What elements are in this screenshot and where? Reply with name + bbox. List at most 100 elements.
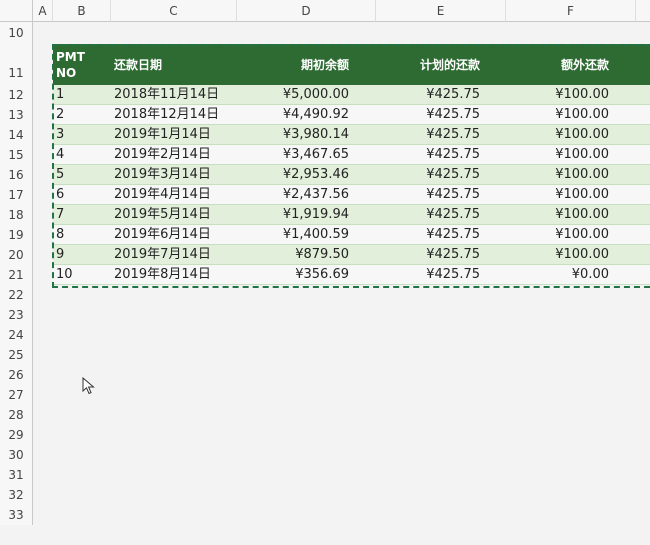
row-header-18[interactable]: 18 — [0, 205, 33, 225]
cell-pmt-no[interactable]: 7 — [56, 207, 65, 222]
cell-extra-payment[interactable]: ¥100.00 — [555, 127, 609, 142]
select-all-corner[interactable] — [0, 0, 33, 22]
row-header-29[interactable]: 29 — [0, 425, 33, 445]
cell-scheduled-payment[interactable]: ¥425.75 — [426, 147, 480, 162]
header-pmt-line2: NO — [56, 65, 77, 80]
column-header-d[interactable]: D — [237, 0, 376, 22]
cell-pmt-no[interactable]: 5 — [56, 167, 65, 182]
row-header-14[interactable]: 14 — [0, 125, 33, 145]
header-scheduled-payment[interactable]: 计划的还款 — [376, 44, 480, 85]
cell-payment-date[interactable]: 2019年7月14日 — [114, 247, 211, 262]
cell-extra-payment[interactable]: ¥100.00 — [555, 87, 609, 102]
cell-pmt-no[interactable]: 8 — [56, 227, 65, 242]
cell-scheduled-payment[interactable]: ¥425.75 — [426, 247, 480, 262]
row-header-32[interactable]: 32 — [0, 485, 33, 505]
row-header-26[interactable]: 26 — [0, 365, 33, 385]
row-header-33[interactable]: 33 — [0, 505, 33, 525]
cell-pmt-no[interactable]: 9 — [56, 247, 65, 262]
table-row — [53, 185, 650, 205]
table-row — [53, 245, 650, 265]
row-header-19[interactable]: 19 — [0, 225, 33, 245]
table-row — [53, 165, 650, 185]
cell-payment-date[interactable]: 2019年3月14日 — [114, 167, 211, 182]
table-row — [53, 85, 650, 105]
cell-payment-date[interactable]: 2019年4月14日 — [114, 187, 211, 202]
cell-begin-balance[interactable]: ¥3,980.14 — [282, 127, 349, 142]
cell-begin-balance[interactable]: ¥2,437.56 — [282, 187, 349, 202]
column-header-c[interactable]: C — [111, 0, 237, 22]
row-header-15[interactable]: 15 — [0, 145, 33, 165]
column-header-a[interactable]: A — [33, 0, 53, 22]
cell-payment-date[interactable]: 2019年8月14日 — [114, 267, 211, 282]
row-header-31[interactable]: 31 — [0, 465, 33, 485]
cell-begin-balance[interactable]: ¥356.69 — [295, 267, 349, 282]
cell-extra-payment[interactable]: ¥100.00 — [555, 187, 609, 202]
table-row — [53, 145, 650, 165]
cell-scheduled-payment[interactable]: ¥425.75 — [426, 87, 480, 102]
column-header-e[interactable]: E — [376, 0, 506, 22]
cell-begin-balance[interactable]: ¥2,953.46 — [282, 167, 349, 182]
row-header-12[interactable]: 12 — [0, 85, 33, 105]
header-begin-balance[interactable]: 期初余额 — [237, 44, 349, 85]
cell-extra-payment[interactable]: ¥0.00 — [571, 267, 609, 282]
cell-payment-date[interactable]: 2019年1月14日 — [114, 127, 211, 142]
row-header-30[interactable]: 30 — [0, 445, 33, 465]
cell-begin-balance[interactable]: ¥3,467.65 — [282, 147, 349, 162]
cell-payment-date[interactable]: 2018年12月14日 — [114, 107, 220, 122]
header-pmt-no[interactable]: PMT NO — [56, 44, 111, 85]
cell-begin-balance[interactable]: ¥1,400.59 — [282, 227, 349, 242]
cell-scheduled-payment[interactable]: ¥425.75 — [426, 187, 480, 202]
cell-begin-balance[interactable]: ¥879.50 — [295, 247, 349, 262]
cell-payment-date[interactable]: 2019年2月14日 — [114, 147, 211, 162]
cell-scheduled-payment[interactable]: ¥425.75 — [426, 107, 480, 122]
header-date[interactable]: 还款日期 — [114, 44, 234, 85]
cell-scheduled-payment[interactable]: ¥425.75 — [426, 127, 480, 142]
row-header-17[interactable]: 17 — [0, 185, 33, 205]
column-header-next[interactable] — [636, 0, 650, 22]
cell-extra-payment[interactable]: ¥100.00 — [555, 207, 609, 222]
table-row — [53, 125, 650, 145]
cell-pmt-no[interactable]: 3 — [56, 127, 65, 142]
row-header-24[interactable]: 24 — [0, 325, 33, 345]
cell-pmt-no[interactable]: 10 — [56, 267, 73, 282]
cell-payment-date[interactable]: 2018年11月14日 — [114, 87, 220, 102]
row-header-22[interactable]: 22 — [0, 285, 33, 305]
row-header-21[interactable]: 21 — [0, 265, 33, 285]
table-row — [53, 225, 650, 245]
row-header-10[interactable]: 10 — [0, 22, 33, 44]
cell-extra-payment[interactable]: ¥100.00 — [555, 107, 609, 122]
cell-payment-date[interactable]: 2019年6月14日 — [114, 227, 211, 242]
cell-extra-payment[interactable]: ¥100.00 — [555, 247, 609, 262]
table-row — [53, 265, 650, 285]
column-header-f[interactable]: F — [506, 0, 636, 22]
cell-pmt-no[interactable]: 6 — [56, 187, 65, 202]
cell-payment-date[interactable]: 2019年5月14日 — [114, 207, 211, 222]
row-header-27[interactable]: 27 — [0, 385, 33, 405]
mouse-pointer-icon — [82, 377, 95, 395]
cell-extra-payment[interactable]: ¥100.00 — [555, 227, 609, 242]
cell-begin-balance[interactable]: ¥1,919.94 — [282, 207, 349, 222]
cell-scheduled-payment[interactable]: ¥425.75 — [426, 267, 480, 282]
row-header-25[interactable]: 25 — [0, 345, 33, 365]
cell-pmt-no[interactable]: 4 — [56, 147, 65, 162]
cell-begin-balance[interactable]: ¥5,000.00 — [282, 87, 349, 102]
row-header-20[interactable]: 20 — [0, 245, 33, 265]
cell-extra-payment[interactable]: ¥100.00 — [555, 147, 609, 162]
cell-begin-balance[interactable]: ¥4,490.92 — [282, 107, 349, 122]
cell-scheduled-payment[interactable]: ¥425.75 — [426, 227, 480, 242]
column-header-b[interactable]: B — [53, 0, 111, 22]
row-header-28[interactable]: 28 — [0, 405, 33, 425]
row-header-11[interactable]: 11 — [0, 44, 33, 85]
cell-scheduled-payment[interactable]: ¥425.75 — [426, 167, 480, 182]
row-header-23[interactable]: 23 — [0, 305, 33, 325]
cell-extra-payment[interactable]: ¥100.00 — [555, 167, 609, 182]
table-row — [53, 105, 650, 125]
header-pmt-line1: PMT — [56, 49, 85, 64]
cell-pmt-no[interactable]: 2 — [56, 107, 65, 122]
row-header-16[interactable]: 16 — [0, 165, 33, 185]
row-header-13[interactable]: 13 — [0, 105, 33, 125]
header-extra-payment[interactable]: 额外还款 — [506, 44, 609, 85]
table-row — [53, 205, 650, 225]
cell-pmt-no[interactable]: 1 — [56, 87, 65, 102]
cell-scheduled-payment[interactable]: ¥425.75 — [426, 207, 480, 222]
